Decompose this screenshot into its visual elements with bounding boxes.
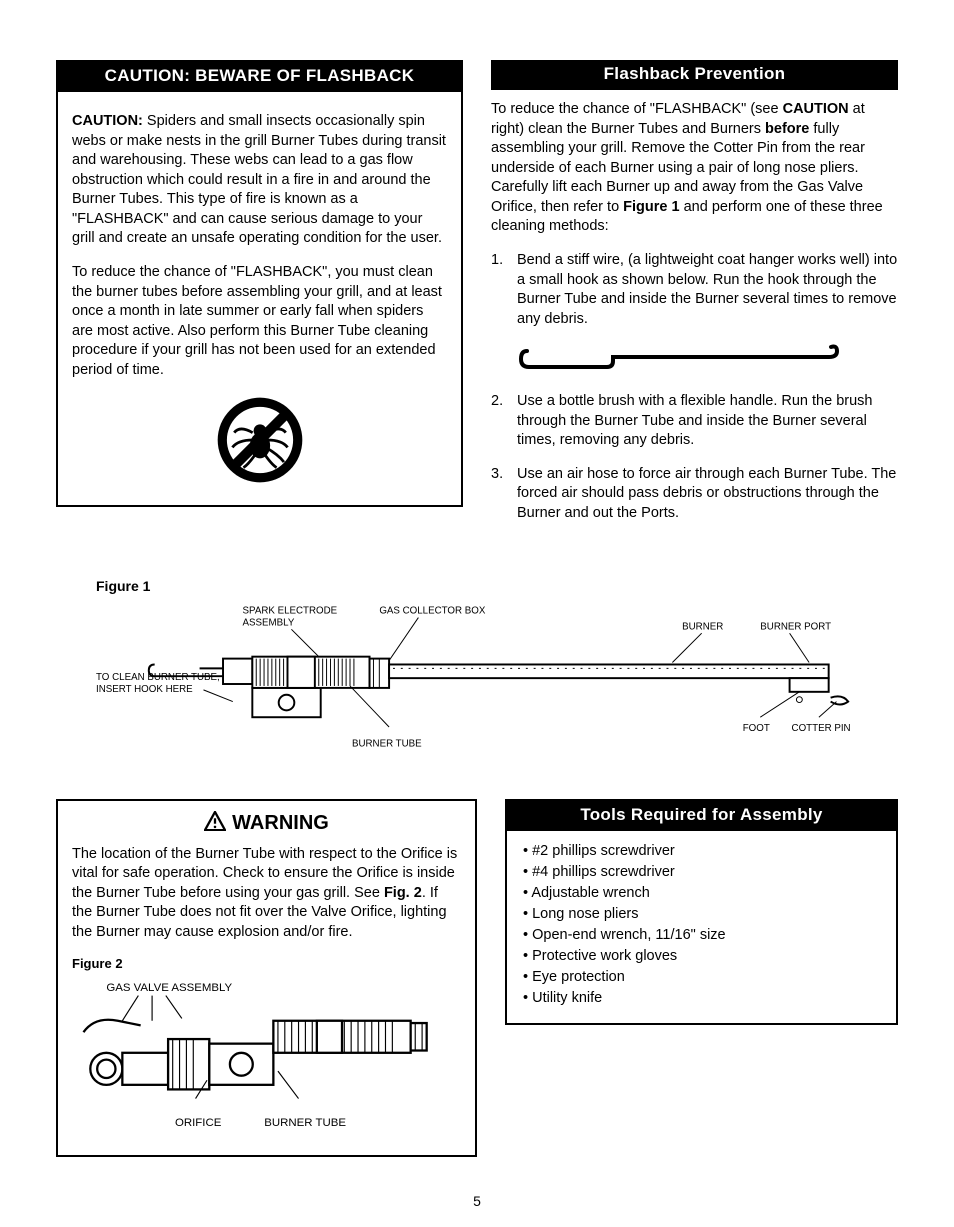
- tool-item: Eye protection: [523, 967, 880, 988]
- figure-2-svg: GAS VALVE ASSEMBLY: [72, 975, 461, 1135]
- figure-1: Figure 1 SPARK ELECTRODE ASSEMBLY GAS CO…: [56, 578, 898, 771]
- prevention-column: Flashback Prevention To reduce the chanc…: [491, 60, 898, 538]
- caution-para1: CAUTION: Spiders and small insects occas…: [72, 112, 447, 249]
- fig2-valve-label: GAS VALVE ASSEMBLY: [106, 982, 232, 994]
- caution-para1-text: Spiders and small insects occasionally s…: [72, 113, 446, 246]
- warning-triangle-icon: [204, 811, 226, 837]
- warning-box: WARNING The location of the Burner Tube …: [56, 799, 477, 1157]
- figure-2-label: Figure 2: [72, 956, 461, 971]
- caution-lead: CAUTION:: [72, 113, 143, 129]
- caution-para2: To reduce the chance of "FLASHBACK", you…: [72, 263, 447, 380]
- fig2-tube-label: BURNER TUBE: [264, 1117, 346, 1129]
- method-3: 3. Use an air hose to force air through …: [491, 465, 898, 524]
- fig1-cotter-label: COTTER PIN: [792, 722, 851, 733]
- tools-list: #2 phillips screwdriver #4 phillips scre…: [507, 831, 896, 1023]
- tool-item: #2 phillips screwdriver: [523, 841, 880, 862]
- fig1-clean-label: TO CLEAN BURNER TUBE,: [96, 672, 220, 683]
- page-content: CAUTION: BEWARE OF FLASHBACK CAUTION: Sp…: [0, 0, 954, 1177]
- methods-list: 1. Bend a stiff wire, (a lightweight coa…: [491, 251, 898, 329]
- tool-item: Utility knife: [523, 988, 880, 1009]
- caution-body: CAUTION: Spiders and small insects occas…: [58, 102, 461, 505]
- tool-item: Adjustable wrench: [523, 883, 880, 904]
- wire-hook-diagram: [517, 343, 898, 378]
- page-number: 5: [0, 1193, 954, 1209]
- fig1-tube-label: BURNER TUBE: [352, 738, 422, 749]
- fig1-burner-label: BURNER: [682, 621, 723, 632]
- fig1-gasbox-label: GAS COLLECTOR BOX: [379, 605, 486, 616]
- tool-item: #4 phillips screwdriver: [523, 862, 880, 883]
- method-1: 1. Bend a stiff wire, (a lightweight coa…: [491, 251, 898, 329]
- fig2-orifice-label: ORIFICE: [175, 1117, 222, 1129]
- prevention-para1: To reduce the chance of "FLASHBACK" (see…: [491, 100, 898, 237]
- tool-item: Long nose pliers: [523, 904, 880, 925]
- tools-banner: Tools Required for Assembly: [507, 801, 896, 831]
- svg-text:ASSEMBLY: ASSEMBLY: [243, 617, 295, 628]
- tool-item: Protective work gloves: [523, 946, 880, 967]
- svg-text:INSERT HOOK HERE: INSERT HOOK HERE: [96, 683, 193, 694]
- warning-heading: WARNING: [72, 811, 461, 837]
- figure-1-svg: SPARK ELECTRODE ASSEMBLY GAS COLLECTOR B…: [96, 600, 858, 766]
- caution-box: CAUTION: BEWARE OF FLASHBACK CAUTION: Sp…: [56, 60, 463, 507]
- tools-box: Tools Required for Assembly #2 phillips …: [505, 799, 898, 1025]
- bottom-row: WARNING The location of the Burner Tube …: [56, 799, 898, 1157]
- top-row: CAUTION: BEWARE OF FLASHBACK CAUTION: Sp…: [56, 60, 898, 538]
- figure-1-label: Figure 1: [96, 578, 858, 594]
- tool-item: Open-end wrench, 11/16" size: [523, 925, 880, 946]
- no-spider-icon: [72, 394, 447, 491]
- fig1-foot-label: FOOT: [743, 722, 770, 733]
- fig1-spark-label: SPARK ELECTRODE: [243, 605, 338, 616]
- method-2: 2. Use a bottle brush with a flexible ha…: [491, 392, 898, 451]
- prevention-banner: Flashback Prevention: [491, 60, 898, 90]
- methods-list-2: 2. Use a bottle brush with a flexible ha…: [491, 392, 898, 523]
- caution-column: CAUTION: BEWARE OF FLASHBACK CAUTION: Sp…: [56, 60, 463, 538]
- warning-text: The location of the Burner Tube with res…: [72, 845, 461, 943]
- fig1-port-label: BURNER PORT: [760, 621, 831, 632]
- caution-banner: CAUTION: BEWARE OF FLASHBACK: [58, 62, 461, 92]
